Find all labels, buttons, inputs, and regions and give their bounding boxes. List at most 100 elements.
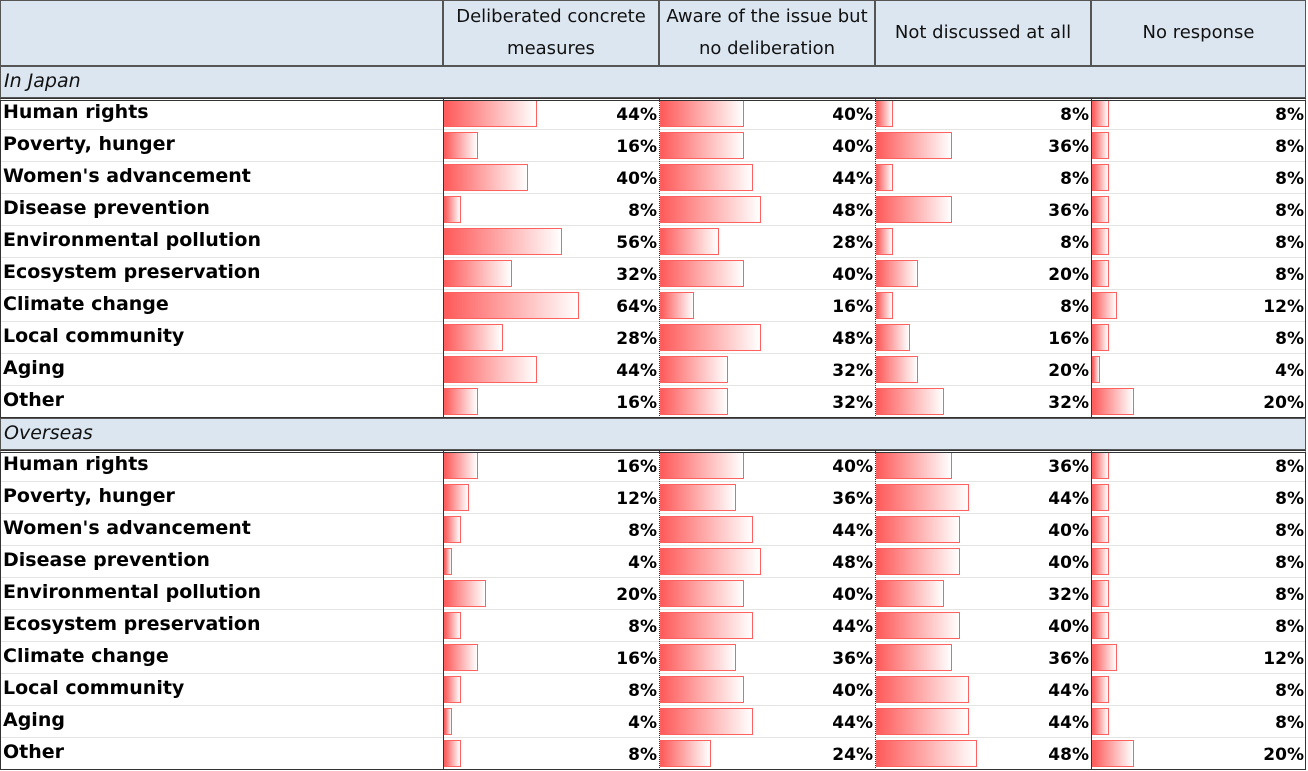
data-bar — [660, 548, 762, 575]
row-label: Disease prevention — [0, 194, 443, 226]
data-bar — [660, 196, 762, 223]
column-separator — [875, 98, 876, 418]
data-bar — [876, 164, 893, 191]
section-title: Overseas — [0, 418, 1306, 450]
data-bar — [660, 676, 745, 703]
data-bar — [876, 580, 944, 607]
data-bar — [444, 580, 487, 607]
row-label: Women's advancement — [0, 514, 443, 546]
value-label: 44% — [659, 610, 875, 642]
data-bar — [444, 676, 461, 703]
data-bar — [1092, 324, 1109, 351]
value-label: 8% — [1091, 450, 1306, 482]
value-label: 8% — [443, 194, 659, 226]
data-bar — [660, 100, 745, 127]
column-header: Not discussed at all — [875, 0, 1091, 66]
data-bar — [876, 676, 969, 703]
data-bar — [1092, 132, 1109, 159]
column-separator — [1091, 450, 1092, 770]
value-label: 8% — [875, 98, 1091, 130]
data-bar — [1092, 708, 1109, 735]
row-label: Human rights — [0, 450, 443, 482]
column-header: No response — [1091, 0, 1306, 66]
data-bar — [444, 740, 461, 767]
value-label: 8% — [875, 162, 1091, 194]
value-label: 40% — [659, 450, 875, 482]
value-label: 20% — [875, 258, 1091, 290]
value-label: 44% — [443, 98, 659, 130]
row-label: Local community — [0, 674, 443, 706]
value-label: 40% — [659, 130, 875, 162]
column-separator — [443, 450, 444, 770]
value-label: 8% — [1091, 482, 1306, 514]
value-label: 40% — [659, 674, 875, 706]
value-label: 8% — [1091, 706, 1306, 738]
data-bar — [1092, 580, 1109, 607]
value-label: 16% — [443, 642, 659, 674]
section-border — [0, 98, 1306, 418]
data-bar — [876, 740, 978, 767]
data-bar — [876, 388, 944, 415]
data-bar — [1092, 356, 1101, 383]
column-separator — [1091, 98, 1092, 418]
data-bar — [660, 708, 753, 735]
data-bar — [660, 644, 736, 671]
value-label: 36% — [875, 130, 1091, 162]
row-label: Local community — [0, 322, 443, 354]
value-label: 40% — [443, 162, 659, 194]
value-label: 16% — [875, 322, 1091, 354]
data-bar — [1092, 292, 1118, 319]
value-label: 12% — [1091, 642, 1306, 674]
section-title: In Japan — [0, 66, 1306, 98]
value-label: 44% — [875, 706, 1091, 738]
data-bar — [660, 580, 745, 607]
row-label: Climate change — [0, 290, 443, 322]
data-bar — [660, 324, 762, 351]
data-bar — [876, 196, 952, 223]
value-label: 20% — [443, 578, 659, 610]
data-bar — [444, 260, 512, 287]
data-bar — [660, 516, 753, 543]
data-bar — [876, 356, 919, 383]
data-bar — [1092, 228, 1109, 255]
column-separator — [875, 450, 876, 770]
data-bar — [660, 740, 711, 767]
data-bar — [876, 708, 969, 735]
value-label: 40% — [659, 578, 875, 610]
value-label: 8% — [443, 674, 659, 706]
value-label: 4% — [1091, 354, 1306, 386]
row-label: Climate change — [0, 642, 443, 674]
data-bar — [660, 484, 736, 511]
value-label: 12% — [1091, 290, 1306, 322]
value-label: 16% — [659, 290, 875, 322]
data-bar — [876, 612, 961, 639]
data-bar — [1092, 612, 1109, 639]
data-bar — [1092, 644, 1118, 671]
data-bar — [876, 292, 893, 319]
value-label: 8% — [1091, 322, 1306, 354]
column-header: Aware of the issue but no deliberation — [659, 0, 875, 66]
column-header: Deliberated concrete measures — [443, 0, 659, 66]
value-label: 8% — [1091, 514, 1306, 546]
value-label: 36% — [875, 194, 1091, 226]
column-separator — [443, 98, 444, 418]
row-label: Poverty, hunger — [0, 130, 443, 162]
data-bar — [444, 132, 478, 159]
data-bar — [660, 260, 745, 287]
header-corner — [0, 0, 443, 66]
section-border — [0, 450, 1306, 770]
data-bar — [660, 388, 728, 415]
value-label: 44% — [659, 706, 875, 738]
row-label: Women's advancement — [0, 162, 443, 194]
value-label: 44% — [659, 514, 875, 546]
value-label: 8% — [1091, 578, 1306, 610]
data-bar — [444, 164, 529, 191]
data-bar — [660, 452, 745, 479]
value-label: 8% — [875, 226, 1091, 258]
data-bar — [876, 228, 893, 255]
data-bar — [444, 196, 461, 223]
row-label: Aging — [0, 706, 443, 738]
value-label: 36% — [875, 450, 1091, 482]
data-bar — [1092, 484, 1109, 511]
row-label: Environmental pollution — [0, 226, 443, 258]
